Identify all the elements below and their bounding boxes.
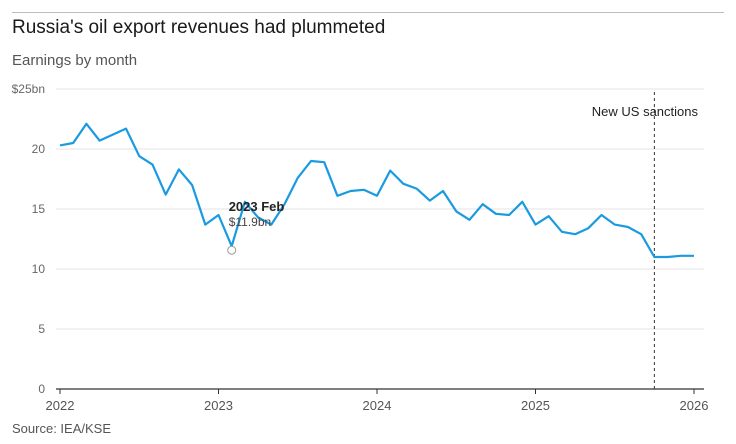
data-point (349, 190, 351, 192)
y-tick-label: 5 (38, 322, 45, 336)
data-point (217, 214, 219, 216)
gridlines (56, 88, 704, 330)
data-point (455, 210, 457, 212)
callout-marker (227, 245, 237, 255)
y-tick-label: 0 (38, 382, 45, 396)
y-tick-label: $25bn (12, 82, 45, 96)
data-point (310, 160, 312, 162)
y-tick-label: 10 (32, 262, 46, 276)
x-tick-label: 2024 (363, 398, 392, 413)
data-point (680, 255, 682, 257)
callout-title: 2023 Feb (229, 199, 285, 214)
chart-title: Russia's oil export revenues had plummet… (12, 17, 386, 38)
x-tick-label: 2023 (204, 398, 233, 413)
data-point (297, 177, 299, 179)
data-point (59, 144, 61, 146)
series-points (59, 123, 695, 259)
data-point (587, 227, 589, 229)
data-point (112, 133, 114, 135)
x-tick-label: 2026 (680, 398, 709, 413)
data-point (363, 189, 365, 191)
low-point-callout: 2023 Feb $11.9bn (227, 199, 285, 255)
sanctions-annotation: New US sanctions (592, 92, 699, 389)
data-point (323, 161, 325, 163)
data-point (534, 223, 536, 225)
data-point (508, 214, 510, 216)
callout-value: $11.9bn (229, 215, 271, 229)
top-rule (12, 12, 724, 13)
data-point (548, 215, 550, 217)
data-point (561, 231, 563, 233)
data-point (191, 184, 193, 186)
data-point (98, 139, 100, 141)
data-point (468, 219, 470, 221)
data-point (481, 203, 483, 205)
x-tick-label: 2022 (46, 398, 75, 413)
source-note: Source: IEA/KSE (12, 421, 111, 436)
chart-subtitle: Earnings by month (12, 52, 138, 69)
data-point (164, 193, 166, 195)
data-point (429, 199, 431, 201)
data-point (415, 187, 417, 189)
data-point (402, 183, 404, 185)
data-point (125, 127, 127, 129)
data-point (653, 256, 655, 258)
data-point (151, 163, 153, 165)
data-point (614, 223, 616, 225)
data-point (72, 142, 74, 144)
data-point (376, 195, 378, 197)
data-point (442, 190, 444, 192)
data-point (627, 226, 629, 228)
data-point (521, 201, 523, 203)
data-point (574, 233, 576, 235)
data-point (204, 223, 206, 225)
y-axis-ticks: 0 5 10 15 20 $25bn (12, 82, 46, 396)
y-tick-label: 15 (32, 202, 46, 216)
data-point (389, 169, 391, 171)
sanctions-label: New US sanctions (592, 104, 699, 119)
data-point (336, 195, 338, 197)
y-tick-label: 20 (32, 142, 46, 156)
data-point (693, 255, 695, 257)
data-point (178, 168, 180, 170)
data-point (600, 214, 602, 216)
data-point (640, 233, 642, 235)
data-point (85, 123, 87, 125)
x-axis-ticks: 2022 2023 2024 2025 2026 (46, 389, 709, 413)
x-tick-label: 2025 (521, 398, 550, 413)
data-point (138, 155, 140, 157)
series-revenue-line (59, 122, 694, 259)
data-point (666, 256, 668, 258)
data-point (495, 213, 497, 215)
